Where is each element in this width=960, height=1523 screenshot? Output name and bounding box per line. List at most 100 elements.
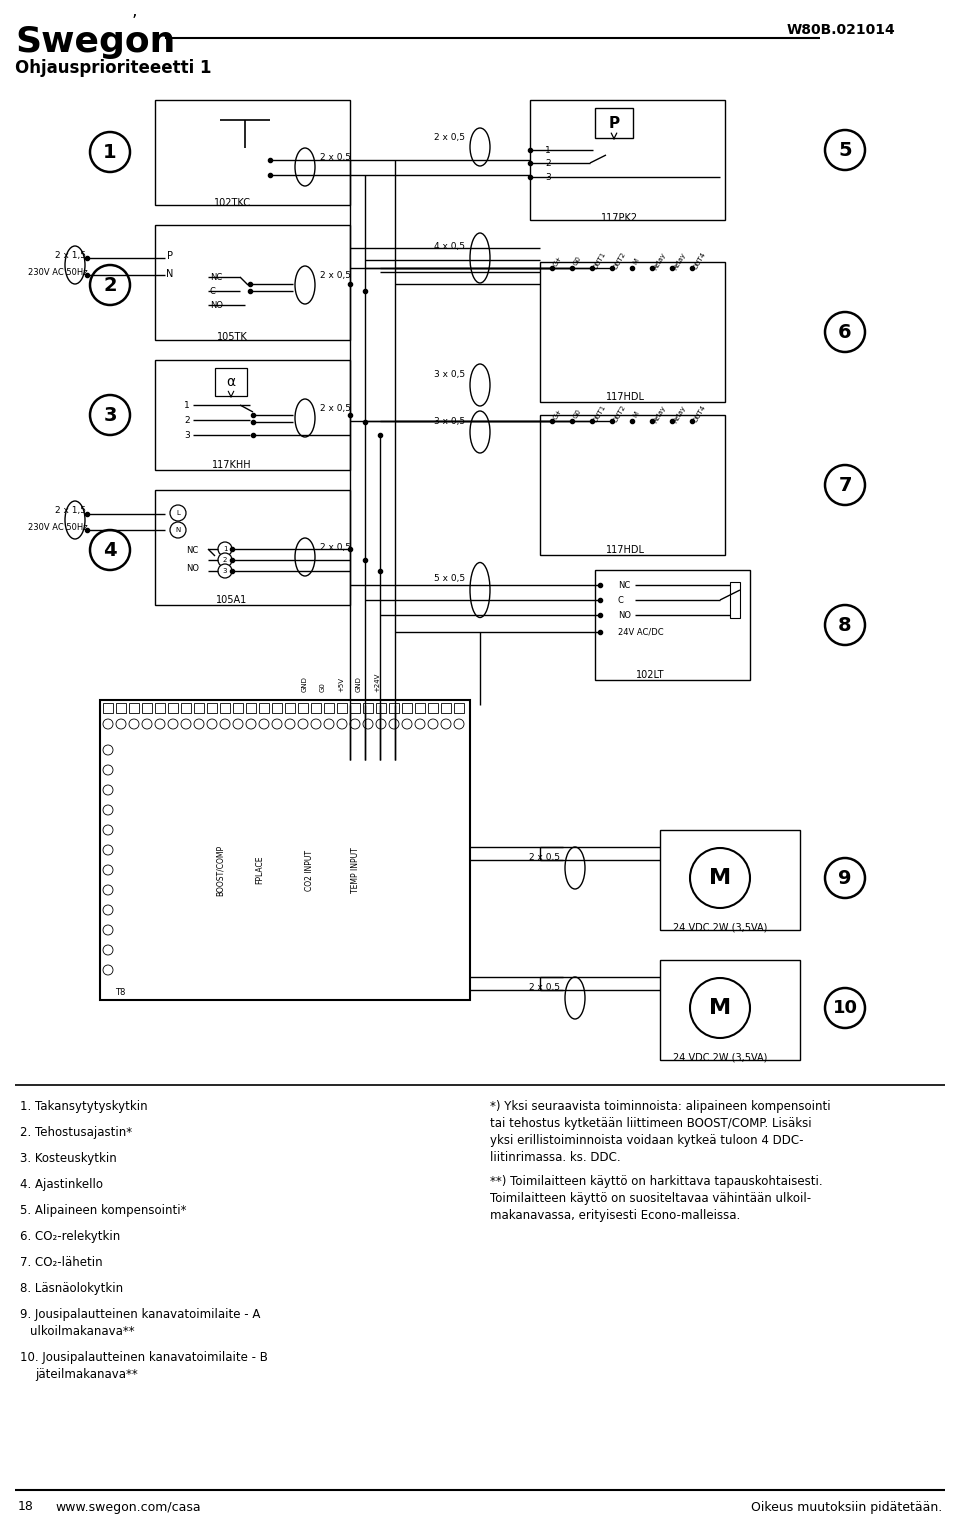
Text: 1: 1 — [103, 143, 117, 161]
Bar — [595, 108, 633, 139]
Text: tai tehostus kytketään liittimeen BOOST/COMP. Lisäksi: tai tehostus kytketään liittimeen BOOST/… — [490, 1116, 811, 1130]
Text: 117HDL: 117HDL — [606, 391, 644, 402]
Text: G0: G0 — [572, 408, 582, 420]
Ellipse shape — [65, 501, 85, 539]
Text: 2 x 0,5: 2 x 0,5 — [434, 133, 465, 142]
Text: 105TK: 105TK — [217, 332, 248, 343]
Bar — [311, 704, 321, 713]
Circle shape — [298, 719, 308, 730]
Text: 7. CO₂-lähetin: 7. CO₂-lähetin — [20, 1256, 103, 1269]
Text: OUT4: OUT4 — [692, 251, 707, 271]
Circle shape — [103, 845, 113, 854]
Circle shape — [259, 719, 269, 730]
Text: Swegon: Swegon — [15, 24, 176, 59]
Bar — [730, 582, 740, 618]
Text: 3 x 0,5: 3 x 0,5 — [434, 370, 465, 379]
Text: 24 VDC 2W (3,5VA): 24 VDC 2W (3,5VA) — [673, 1052, 767, 1062]
Text: 6: 6 — [838, 323, 852, 341]
Circle shape — [103, 806, 113, 815]
Bar — [389, 704, 399, 713]
Circle shape — [376, 719, 386, 730]
Text: P: P — [167, 251, 173, 260]
Circle shape — [129, 719, 139, 730]
Text: Oikeus muutoksiin pidätetään.: Oikeus muutoksiin pidätetään. — [751, 1500, 942, 1514]
Text: 6. CO₂-relekytkin: 6. CO₂-relekytkin — [20, 1231, 120, 1243]
Bar — [116, 704, 126, 713]
Ellipse shape — [565, 847, 585, 889]
Text: 2: 2 — [103, 276, 117, 294]
Circle shape — [311, 719, 321, 730]
Text: 9. Jousipalautteinen kanavatoimilaite - A: 9. Jousipalautteinen kanavatoimilaite - … — [20, 1308, 260, 1320]
Circle shape — [825, 857, 865, 899]
Text: yksi erillistoiminnoista voidaan kytkeä tuloon 4 DDC-: yksi erillistoiminnoista voidaan kytkeä … — [490, 1135, 804, 1147]
Text: 2 x 0,5: 2 x 0,5 — [529, 982, 560, 991]
Text: **) Toimilaitteen käyttö on harkittava tapauskohtaisesti.: **) Toimilaitteen käyttö on harkittava t… — [490, 1176, 823, 1188]
Circle shape — [690, 848, 750, 908]
Circle shape — [207, 719, 217, 730]
Text: 230V AC 50Hz: 230V AC 50Hz — [28, 522, 87, 532]
Circle shape — [825, 465, 865, 506]
Circle shape — [170, 522, 186, 538]
Text: M: M — [632, 257, 640, 265]
Circle shape — [142, 719, 152, 730]
Text: C: C — [618, 595, 624, 605]
Text: 2 x 0,5: 2 x 0,5 — [320, 271, 351, 280]
Text: 2 x 0,5: 2 x 0,5 — [529, 853, 560, 862]
Bar — [194, 704, 204, 713]
Text: 1. Takansytytyskytkin: 1. Takansytytyskytkin — [20, 1100, 148, 1113]
Circle shape — [690, 978, 750, 1039]
Text: NC: NC — [618, 580, 631, 589]
Circle shape — [103, 885, 113, 896]
Text: L: L — [176, 510, 180, 516]
Circle shape — [181, 719, 191, 730]
Text: 117KHH: 117KHH — [212, 460, 252, 471]
Text: jäteilmakanava**: jäteilmakanava** — [35, 1368, 137, 1381]
Bar — [155, 359, 350, 471]
Text: 2: 2 — [545, 158, 551, 168]
Circle shape — [90, 394, 130, 436]
Text: NC: NC — [210, 273, 223, 282]
Circle shape — [441, 719, 451, 730]
Text: 2 x 1,5: 2 x 1,5 — [55, 506, 86, 515]
Circle shape — [218, 553, 232, 567]
Ellipse shape — [470, 233, 490, 283]
Bar — [530, 101, 725, 219]
Text: M: M — [708, 998, 732, 1017]
Text: FPLACE: FPLACE — [255, 856, 265, 885]
Text: 24 VDC 2W (3,5VA): 24 VDC 2W (3,5VA) — [673, 921, 767, 932]
Text: 1: 1 — [223, 547, 228, 551]
Bar — [272, 704, 282, 713]
Bar — [540, 414, 725, 554]
Text: 8: 8 — [838, 615, 852, 635]
Text: 10. Jousipalautteinen kanavatoimilaite - B: 10. Jousipalautteinen kanavatoimilaite -… — [20, 1351, 268, 1365]
Ellipse shape — [295, 267, 315, 305]
Circle shape — [337, 719, 347, 730]
Bar — [350, 704, 360, 713]
Ellipse shape — [295, 399, 315, 437]
Text: C: C — [210, 286, 216, 295]
Text: G+: G+ — [552, 408, 563, 420]
Text: 117HDL: 117HDL — [606, 545, 644, 554]
Text: NO: NO — [186, 564, 199, 573]
Text: 2: 2 — [223, 557, 228, 564]
Bar — [168, 704, 178, 713]
Ellipse shape — [65, 247, 85, 283]
Text: GND: GND — [302, 676, 308, 691]
Bar — [155, 225, 350, 340]
Text: liitinrimassa. ks. DDC.: liitinrimassa. ks. DDC. — [490, 1151, 620, 1164]
Text: makanavassa, erityisesti Econo-malleissa.: makanavassa, erityisesti Econo-malleissa… — [490, 1209, 740, 1221]
Text: Toimilaitteen käyttö on suositeltavaa vähintään ulkoil-: Toimilaitteen käyttö on suositeltavaa vä… — [490, 1193, 811, 1205]
Text: 5. Alipaineen kompensointi*: 5. Alipaineen kompensointi* — [20, 1205, 186, 1217]
Circle shape — [428, 719, 438, 730]
Text: TEMP INPUT: TEMP INPUT — [350, 847, 359, 892]
Circle shape — [194, 719, 204, 730]
Text: 18: 18 — [18, 1500, 34, 1514]
Bar — [103, 704, 113, 713]
Bar — [259, 704, 269, 713]
Circle shape — [825, 988, 865, 1028]
Ellipse shape — [295, 148, 315, 186]
Circle shape — [285, 719, 295, 730]
Text: N: N — [166, 270, 174, 279]
Text: G+: G+ — [552, 254, 563, 268]
Bar — [298, 704, 308, 713]
